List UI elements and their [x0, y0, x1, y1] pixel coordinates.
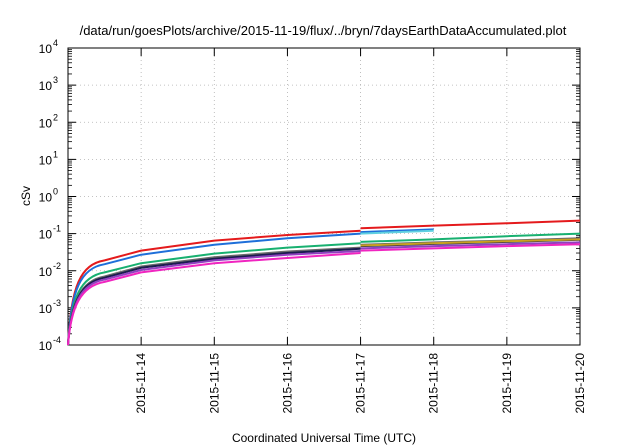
- series-line-7: [360, 238, 581, 247]
- x-tick-label: 2015-11-19: [500, 353, 514, 414]
- y-tick-exponent: 1: [53, 149, 58, 159]
- y-tick-exponent: -1: [53, 224, 61, 234]
- x-tick-label: 2015-11-14: [134, 353, 148, 414]
- y-tick-label: 10: [39, 265, 53, 279]
- x-axis-label: Coordinated Universal Time (UTC): [232, 431, 416, 445]
- y-tick-label: 10: [39, 116, 53, 130]
- y-tick-exponent: -3: [53, 298, 61, 308]
- x-tick-label: 2015-11-18: [427, 353, 441, 414]
- x-tick-label: 2015-11-16: [280, 353, 294, 414]
- series-line-1: [67, 219, 581, 346]
- grid: [68, 48, 580, 345]
- series-line-3: [360, 229, 434, 235]
- y-tick-exponent: -2: [53, 261, 61, 271]
- y-tick-label: 10: [39, 42, 53, 56]
- y-tick-label: 10: [39, 191, 53, 205]
- y-tick-exponent: 3: [53, 75, 58, 85]
- series-line-2: [67, 228, 434, 346]
- y-tick-label: 10: [39, 228, 53, 242]
- x-tick-label: 2015-11-17: [354, 353, 368, 414]
- series-group: [67, 219, 581, 346]
- x-tick-label: 2015-11-15: [207, 353, 221, 414]
- series-line-9: [67, 243, 581, 346]
- y-tick-exponent: -4: [53, 335, 61, 345]
- y-tick-exponent: 0: [53, 187, 58, 197]
- y-tick-exponent: 2: [53, 112, 58, 122]
- y-tick-exponent: 4: [53, 38, 58, 48]
- x-tick-label: 2015-11-20: [573, 353, 587, 414]
- series-line-8: [67, 241, 581, 346]
- y-tick-label: 10: [39, 302, 53, 316]
- y-axis-label: cSv: [19, 186, 33, 206]
- y-tick-label: 10: [39, 153, 53, 167]
- y-tick-label: 10: [39, 79, 53, 93]
- x-axis-ticks: 2015-11-14 2015-11-15 2015-11-16 2015-11-17…: [134, 48, 587, 414]
- y-tick-label: 10: [39, 339, 53, 353]
- chart-title: /data/run/goesPlots/archive/2015-11-19/f…: [80, 23, 567, 38]
